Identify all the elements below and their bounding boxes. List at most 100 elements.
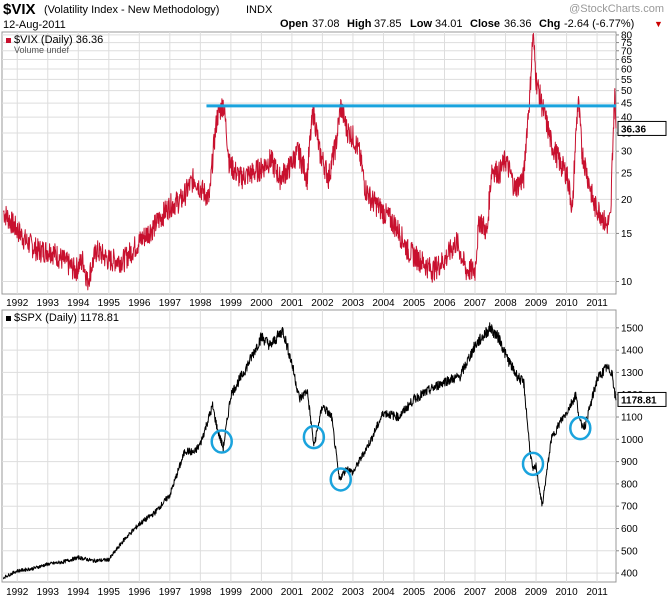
vix-last-value-label: 36.36 bbox=[621, 124, 646, 135]
spx-y-tick-label: 1100 bbox=[621, 413, 643, 424]
spx-price-line bbox=[3, 322, 617, 580]
x-tick-label: 1995 bbox=[98, 587, 121, 598]
x-tick-label: 2009 bbox=[525, 587, 548, 598]
spx-annotations bbox=[210, 415, 592, 492]
spx-panel-frame bbox=[1, 309, 617, 583]
brand-logo: @StockCharts.com bbox=[569, 3, 664, 15]
x-tick-label: 2003 bbox=[342, 587, 365, 598]
spx-y-tick-label: 400 bbox=[621, 569, 638, 580]
x-tick-label: 2006 bbox=[433, 298, 456, 309]
bottom-highlight-circle bbox=[210, 429, 233, 454]
x-tick-label: 1992 bbox=[6, 587, 29, 598]
spx-panel-title: $SPX (Daily) 1178.81 bbox=[14, 312, 119, 324]
x-tick-label: 2002 bbox=[311, 587, 334, 598]
x-tick-label: 1994 bbox=[67, 298, 90, 309]
x-tick-label: 2005 bbox=[403, 587, 426, 598]
x-tick-label: 1998 bbox=[189, 298, 212, 309]
bottom-highlight-circle bbox=[329, 467, 352, 492]
spx-last-value-frame bbox=[617, 391, 667, 407]
x-tick-label: 1999 bbox=[220, 587, 243, 598]
spx-y-tick-label: 1000 bbox=[621, 435, 644, 446]
spx-gridlines bbox=[2, 310, 616, 582]
x-tick-label: 1996 bbox=[128, 298, 151, 309]
vix-y-tick-label: 70 bbox=[621, 46, 633, 57]
x-tick-label: 1997 bbox=[159, 298, 182, 309]
change-value: -2.64 (-6.77%) bbox=[564, 18, 634, 30]
x-tick-label: 2001 bbox=[281, 587, 304, 598]
chart-date: 12-Aug-2011 bbox=[3, 19, 66, 31]
spx-y-tick-label: 900 bbox=[621, 457, 638, 468]
vix-panel-frame bbox=[1, 31, 617, 295]
vix-y-tick-label: 30 bbox=[621, 147, 633, 158]
ticker-symbol: $VIX bbox=[3, 1, 36, 18]
x-tick-label: 2006 bbox=[433, 587, 456, 598]
vix-y-tick-label: 55 bbox=[621, 75, 633, 86]
x-tick-label: 2007 bbox=[464, 587, 487, 598]
ohlc-summary: Open 37.08 High 37.85 Low 34.01 Close 36… bbox=[280, 18, 663, 30]
x-tick-label: 1993 bbox=[37, 298, 60, 309]
bottom-highlight-circle bbox=[569, 415, 592, 441]
x-axis-labels-mid: 1992 1993 1994 1995 1996 1997 1998 1999 2000 2001… bbox=[6, 298, 608, 309]
vix-y-tick-label: 50 bbox=[621, 86, 633, 97]
spx-last-value-label: 1178.81 bbox=[621, 395, 657, 406]
x-tick-label: 2010 bbox=[555, 298, 578, 309]
spx-series bbox=[3, 322, 617, 580]
spx-legend-swatch bbox=[6, 316, 11, 321]
x-tick-label: 2001 bbox=[281, 298, 304, 309]
vix-y-tick-label: 60 bbox=[621, 65, 633, 76]
x-tick-label: 1992 bbox=[6, 298, 29, 309]
spx-y-tick-label: 500 bbox=[621, 546, 638, 557]
x-tick-label: 2011 bbox=[586, 298, 608, 309]
vix-last-value-frame bbox=[617, 120, 667, 136]
vix-y-tick-label: 75 bbox=[621, 38, 633, 49]
vix-y-tick-label: 80 bbox=[621, 30, 633, 41]
spx-y-tick-label: 700 bbox=[621, 502, 638, 513]
vix-legend: $VIX (Daily) 36.36 Volume undef bbox=[6, 34, 103, 55]
change-down-arrow-icon: ▼ bbox=[654, 19, 663, 29]
spx-y-tick-label: 600 bbox=[621, 524, 638, 535]
x-tick-label: 2005 bbox=[403, 298, 426, 309]
open-value: 37.08 bbox=[312, 18, 340, 30]
low-label: Low bbox=[410, 18, 432, 30]
vix-y-tick-label: 45 bbox=[621, 99, 633, 110]
vix-y-tick-label: 40 bbox=[621, 113, 633, 124]
vix-y-tick-label: 20 bbox=[621, 195, 633, 206]
close-value: 36.36 bbox=[504, 18, 532, 30]
x-tick-label: 1995 bbox=[98, 298, 121, 309]
vix-last-value-box: 36.36 bbox=[617, 120, 667, 136]
x-tick-label: 2004 bbox=[372, 587, 395, 598]
spx-y-tick-label: 1500 bbox=[621, 323, 644, 334]
spx-y-tick-label: 1400 bbox=[621, 346, 644, 357]
high-label: High bbox=[347, 18, 372, 30]
bottom-highlight-circle bbox=[302, 424, 326, 450]
bottom-highlight-circle bbox=[521, 451, 545, 477]
x-tick-label: 2000 bbox=[250, 298, 273, 309]
spx-y-tick-label: 1300 bbox=[621, 368, 644, 379]
x-axis-labels-bottom: 1992 1993 1994 1995 1996 1997 1998 1999 2000 2001… bbox=[6, 587, 608, 598]
x-tick-label: 1999 bbox=[220, 298, 243, 309]
spx-legend: $SPX (Daily) 1178.81 bbox=[6, 312, 119, 324]
vix-y-tick-label: 15 bbox=[621, 229, 633, 240]
x-tick-label: 2002 bbox=[311, 298, 334, 309]
x-tick-label: 1993 bbox=[37, 587, 60, 598]
x-tick-label: 2010 bbox=[555, 587, 578, 598]
vix-legend-swatch bbox=[6, 38, 11, 43]
high-value: 37.85 bbox=[374, 18, 402, 30]
change-label: Chg bbox=[539, 18, 560, 30]
spx-y-axis: 4005006007008009001000110012001300140015… bbox=[616, 323, 644, 580]
vix-series bbox=[3, 32, 617, 291]
x-tick-label: 2003 bbox=[342, 298, 365, 309]
x-tick-label: 2009 bbox=[525, 298, 548, 309]
index-name: (Volatility Index - New Methodology) bbox=[44, 4, 219, 16]
x-tick-label: 2004 bbox=[372, 298, 395, 309]
spx-last-value-box: 1178.81 bbox=[617, 391, 667, 407]
vix-panel-title: $VIX (Daily) 36.36 bbox=[14, 34, 103, 46]
open-label: Open bbox=[280, 18, 308, 30]
x-tick-label: 1998 bbox=[189, 587, 212, 598]
spx-y-tick-label: 800 bbox=[621, 479, 638, 490]
vix-price-line bbox=[3, 32, 617, 291]
x-tick-label: 2000 bbox=[250, 587, 273, 598]
vix-y-tick-label: 65 bbox=[621, 55, 633, 66]
